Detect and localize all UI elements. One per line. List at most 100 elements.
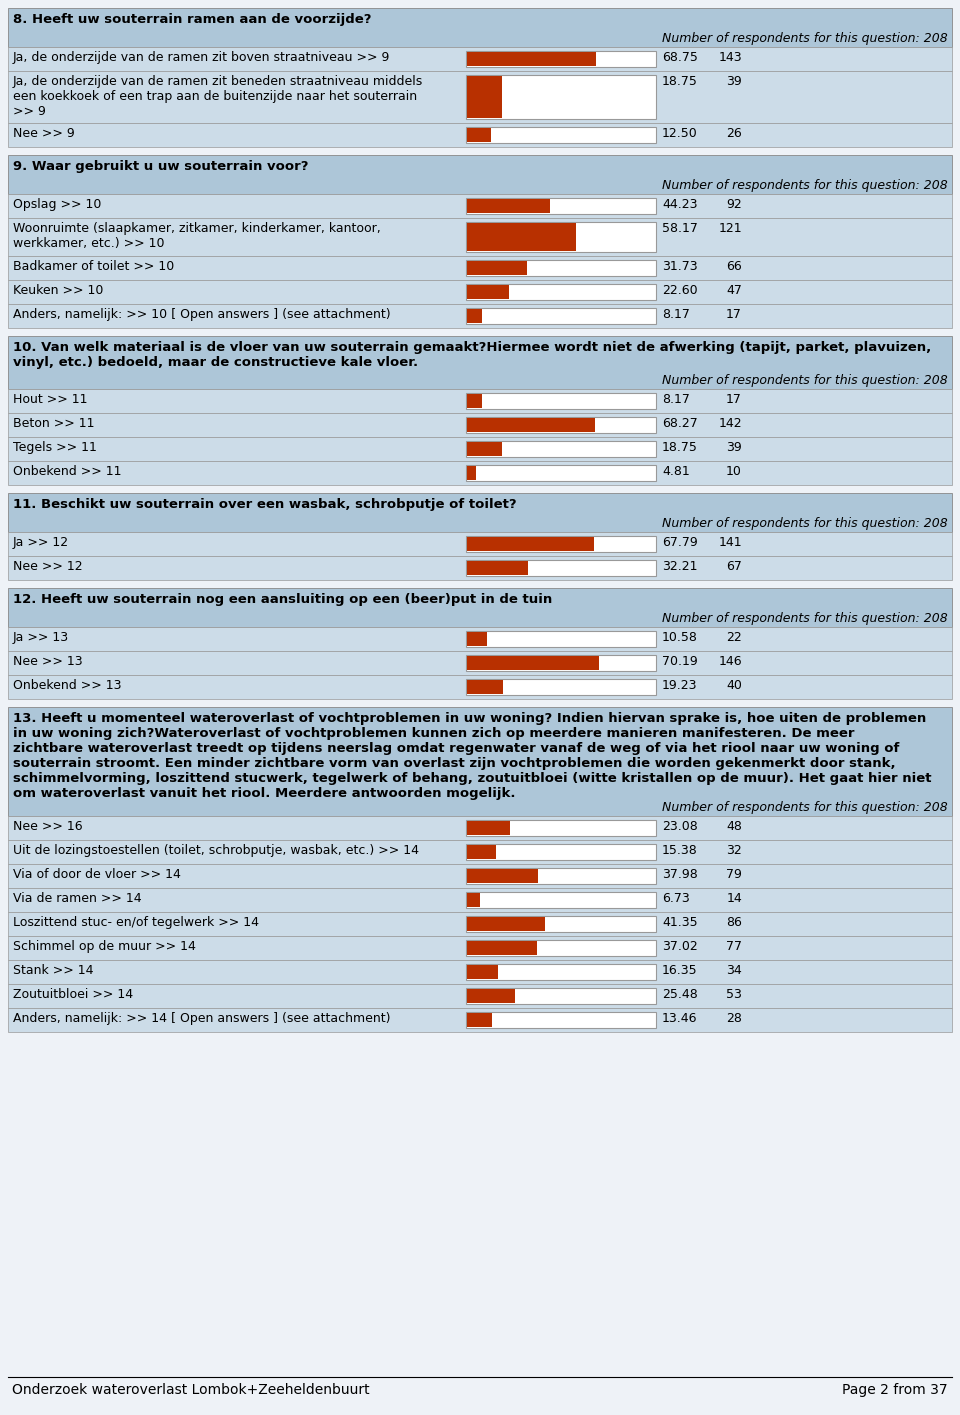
Text: 13.46: 13.46 — [662, 1012, 698, 1024]
Text: Ja, de onderzijde van de ramen zit beneden straatniveau middels
een koekkoek of : Ja, de onderzijde van de ramen zit bened… — [13, 75, 423, 117]
Text: Number of respondents for this question: 208: Number of respondents for this question:… — [662, 516, 948, 531]
Bar — [467, 869, 539, 883]
Text: 79: 79 — [726, 867, 742, 882]
Text: Keuken >> 10: Keuken >> 10 — [13, 284, 104, 297]
Text: 9. Waar gebruikt u uw souterrain voor?: 9. Waar gebruikt u uw souterrain voor? — [13, 160, 308, 173]
Bar — [467, 1013, 492, 1027]
Bar — [467, 560, 528, 574]
Bar — [467, 127, 491, 142]
Bar — [8, 461, 952, 485]
Bar — [8, 123, 952, 147]
Text: 41.35: 41.35 — [662, 916, 698, 930]
Text: Ja >> 13: Ja >> 13 — [13, 631, 69, 644]
Bar — [467, 965, 497, 979]
Text: Nee >> 9: Nee >> 9 — [13, 127, 75, 140]
Bar — [466, 441, 656, 457]
Bar — [466, 260, 656, 276]
Text: 66: 66 — [727, 260, 742, 273]
Bar — [8, 865, 952, 889]
Bar — [467, 260, 527, 275]
Bar — [467, 52, 596, 67]
Text: Nee >> 12: Nee >> 12 — [13, 560, 83, 573]
Bar — [8, 532, 952, 556]
Bar — [466, 843, 656, 860]
Bar — [466, 284, 656, 300]
Bar — [467, 681, 503, 693]
Bar — [8, 841, 952, 865]
Text: 32: 32 — [727, 843, 742, 857]
Bar — [467, 917, 544, 931]
Bar — [8, 8, 952, 47]
Text: 13. Heeft u momenteel wateroverlast of vochtproblemen in uw woning? Indien hierv: 13. Heeft u momenteel wateroverlast of v… — [13, 712, 931, 799]
Text: 26: 26 — [727, 127, 742, 140]
Text: 40: 40 — [726, 679, 742, 692]
Text: 12.50: 12.50 — [662, 127, 698, 140]
Bar — [467, 417, 595, 432]
Bar — [467, 76, 502, 117]
Bar — [466, 466, 656, 481]
Bar — [467, 393, 482, 408]
Text: 14: 14 — [727, 891, 742, 906]
Bar — [466, 988, 656, 1005]
Bar — [466, 964, 656, 981]
Text: 18.75: 18.75 — [662, 75, 698, 88]
Text: 37.98: 37.98 — [662, 867, 698, 882]
Text: Number of respondents for this question: 208: Number of respondents for this question:… — [662, 33, 948, 45]
Text: Anders, namelijk: >> 14 [ Open answers ] (see attachment): Anders, namelijk: >> 14 [ Open answers ]… — [13, 1012, 391, 1024]
Bar — [466, 127, 656, 143]
Text: 32.21: 32.21 — [662, 560, 698, 573]
Text: 4.81: 4.81 — [662, 466, 689, 478]
Text: 86: 86 — [726, 916, 742, 930]
Bar — [467, 200, 550, 214]
Text: 142: 142 — [718, 417, 742, 430]
Text: Via de ramen >> 14: Via de ramen >> 14 — [13, 891, 142, 906]
Text: Onderzoek wateroverlast Lombok+Zeeheldenbuurt: Onderzoek wateroverlast Lombok+Zeehelden… — [12, 1382, 370, 1397]
Text: 44.23: 44.23 — [662, 198, 698, 211]
Bar — [8, 335, 952, 389]
Bar — [467, 466, 476, 480]
Bar — [466, 867, 656, 884]
Bar — [466, 821, 656, 836]
Text: Onbekend >> 13: Onbekend >> 13 — [13, 679, 122, 692]
Bar — [466, 75, 656, 119]
Bar — [8, 71, 952, 123]
Bar — [8, 389, 952, 413]
Bar — [8, 708, 952, 816]
Text: 8.17: 8.17 — [662, 308, 690, 321]
Bar — [467, 224, 576, 250]
Text: 22: 22 — [727, 631, 742, 644]
Bar — [467, 441, 502, 456]
Bar — [8, 983, 952, 1007]
Bar — [467, 657, 599, 669]
Bar — [466, 1012, 656, 1029]
Bar — [8, 627, 952, 651]
Text: Number of respondents for this question: 208: Number of respondents for this question:… — [662, 180, 948, 192]
Text: 37.02: 37.02 — [662, 940, 698, 952]
Bar — [8, 437, 952, 461]
Text: 10. Van welk materiaal is de vloer van uw souterrain gemaakt?Hiermee wordt niet : 10. Van welk materiaal is de vloer van u… — [13, 341, 931, 369]
Bar — [466, 308, 656, 324]
Bar — [467, 538, 594, 550]
Text: Number of respondents for this question: 208: Number of respondents for this question:… — [662, 613, 948, 625]
Text: Opslag >> 10: Opslag >> 10 — [13, 198, 102, 211]
Text: 8.17: 8.17 — [662, 393, 690, 406]
Text: 39: 39 — [727, 441, 742, 454]
Text: 10.58: 10.58 — [662, 631, 698, 644]
Bar — [467, 893, 480, 907]
Text: Anders, namelijk: >> 10 [ Open answers ] (see attachment): Anders, namelijk: >> 10 [ Open answers ]… — [13, 308, 391, 321]
Text: Via of door de vloer >> 14: Via of door de vloer >> 14 — [13, 867, 180, 882]
Bar — [8, 816, 952, 841]
Bar — [467, 845, 496, 859]
Bar — [466, 940, 656, 957]
Bar — [467, 941, 537, 955]
Bar — [8, 913, 952, 935]
Text: Nee >> 16: Nee >> 16 — [13, 821, 83, 833]
Bar — [8, 1007, 952, 1032]
Bar — [8, 935, 952, 959]
Text: 53: 53 — [726, 988, 742, 1000]
Bar — [466, 631, 656, 647]
Text: 8. Heeft uw souterrain ramen aan de voorzijde?: 8. Heeft uw souterrain ramen aan de voor… — [13, 13, 372, 25]
Bar — [467, 308, 482, 323]
Bar — [467, 989, 515, 1003]
Bar — [8, 651, 952, 675]
